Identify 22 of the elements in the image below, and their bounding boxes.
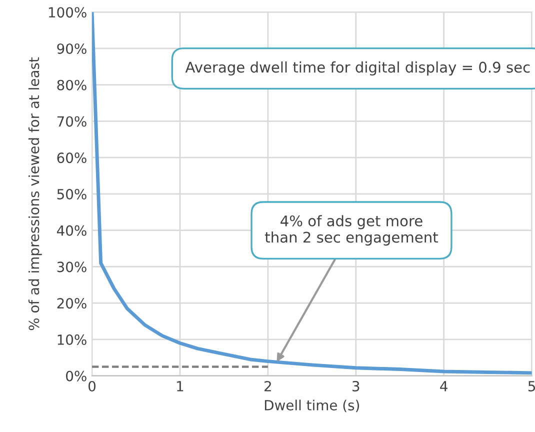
y-tick-label: 100% xyxy=(48,7,86,18)
x-tick-label: 5 xyxy=(528,381,535,392)
annotation: Average dwell time for digital display = 0.9 sec xyxy=(185,61,530,76)
y-tick-label: 20% xyxy=(57,298,86,309)
x-tick-label: 4 xyxy=(440,381,448,392)
line-series xyxy=(92,12,532,375)
y-tick-label: 80% xyxy=(57,80,86,90)
y-tick-label: 40% xyxy=(56,225,86,236)
y-tick-label: 50% xyxy=(57,188,86,200)
x-tick-label: 3 xyxy=(352,380,360,392)
x-tick-label: 2 xyxy=(264,380,271,392)
x-tick-label: 0 xyxy=(88,380,96,392)
y-tick-label: 10% xyxy=(58,334,86,345)
x-axis-title: Dwell time (s) xyxy=(264,400,360,412)
annotation: 4% of ads get more than 2 sec engagement xyxy=(265,215,438,246)
y-tick-label: 0% xyxy=(66,370,86,382)
x-tick-label: 1 xyxy=(177,381,184,392)
y-tick-label: 90% xyxy=(57,43,86,54)
y-tick-label: 70% xyxy=(57,116,86,127)
y-axis-title: % of ad impressions viewed for at least xyxy=(28,57,42,330)
y-tick-label: 60% xyxy=(57,152,86,164)
y-tick-label: 30% xyxy=(57,262,86,272)
